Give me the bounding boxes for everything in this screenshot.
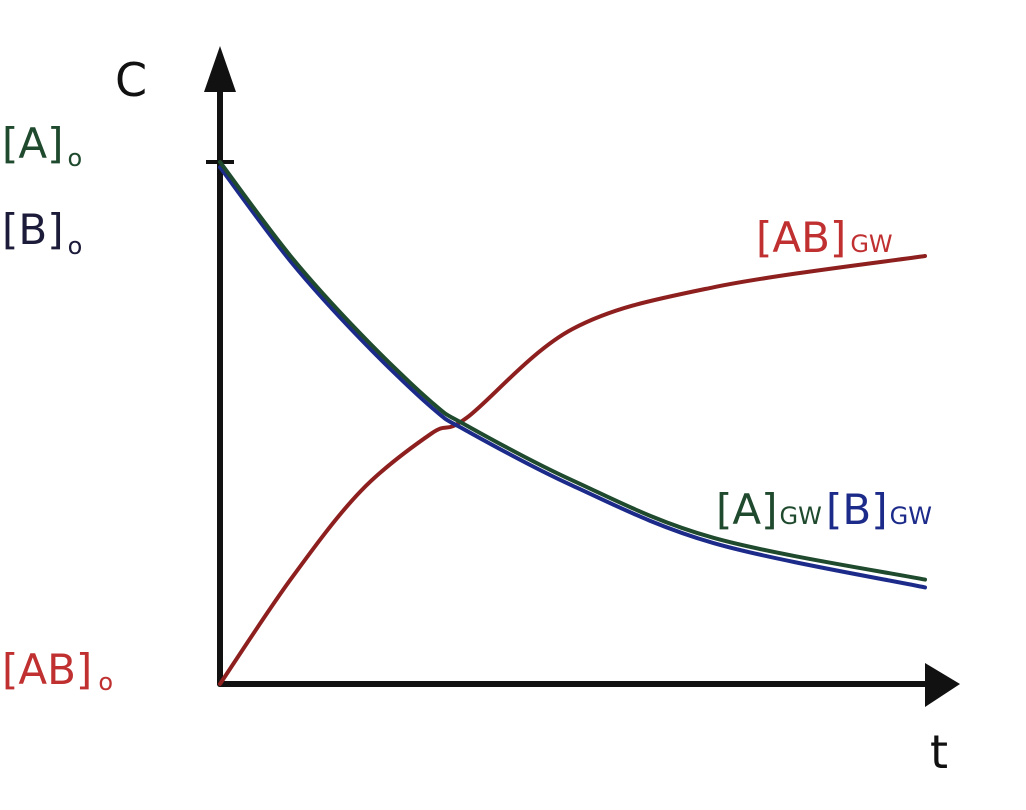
tick-label-ab0: [AB] o	[2, 645, 113, 696]
tick-label-a0: [A] o	[2, 119, 82, 172]
axes	[204, 46, 960, 707]
series-label-ab: [AB] GW	[756, 213, 893, 262]
series-label-b: [B]GW	[826, 485, 932, 534]
x-axis-arrow-icon	[925, 663, 960, 707]
x-axis-label: t	[930, 725, 948, 779]
y-axis-label: C	[115, 53, 147, 107]
series-line-ab	[218, 253, 927, 686]
series-layer	[218, 160, 927, 686]
y-tick-labels: [A] o [B] o [AB] o	[2, 119, 113, 696]
series-line-a	[218, 160, 927, 582]
series-label-a: [A]GW	[716, 485, 822, 534]
series-labels: [AB] GW [A]GW [B]GW	[716, 213, 932, 534]
tick-label-b0: [B] o	[2, 205, 82, 260]
y-axis-arrow-icon	[204, 46, 236, 92]
series-line-b	[218, 165, 927, 590]
